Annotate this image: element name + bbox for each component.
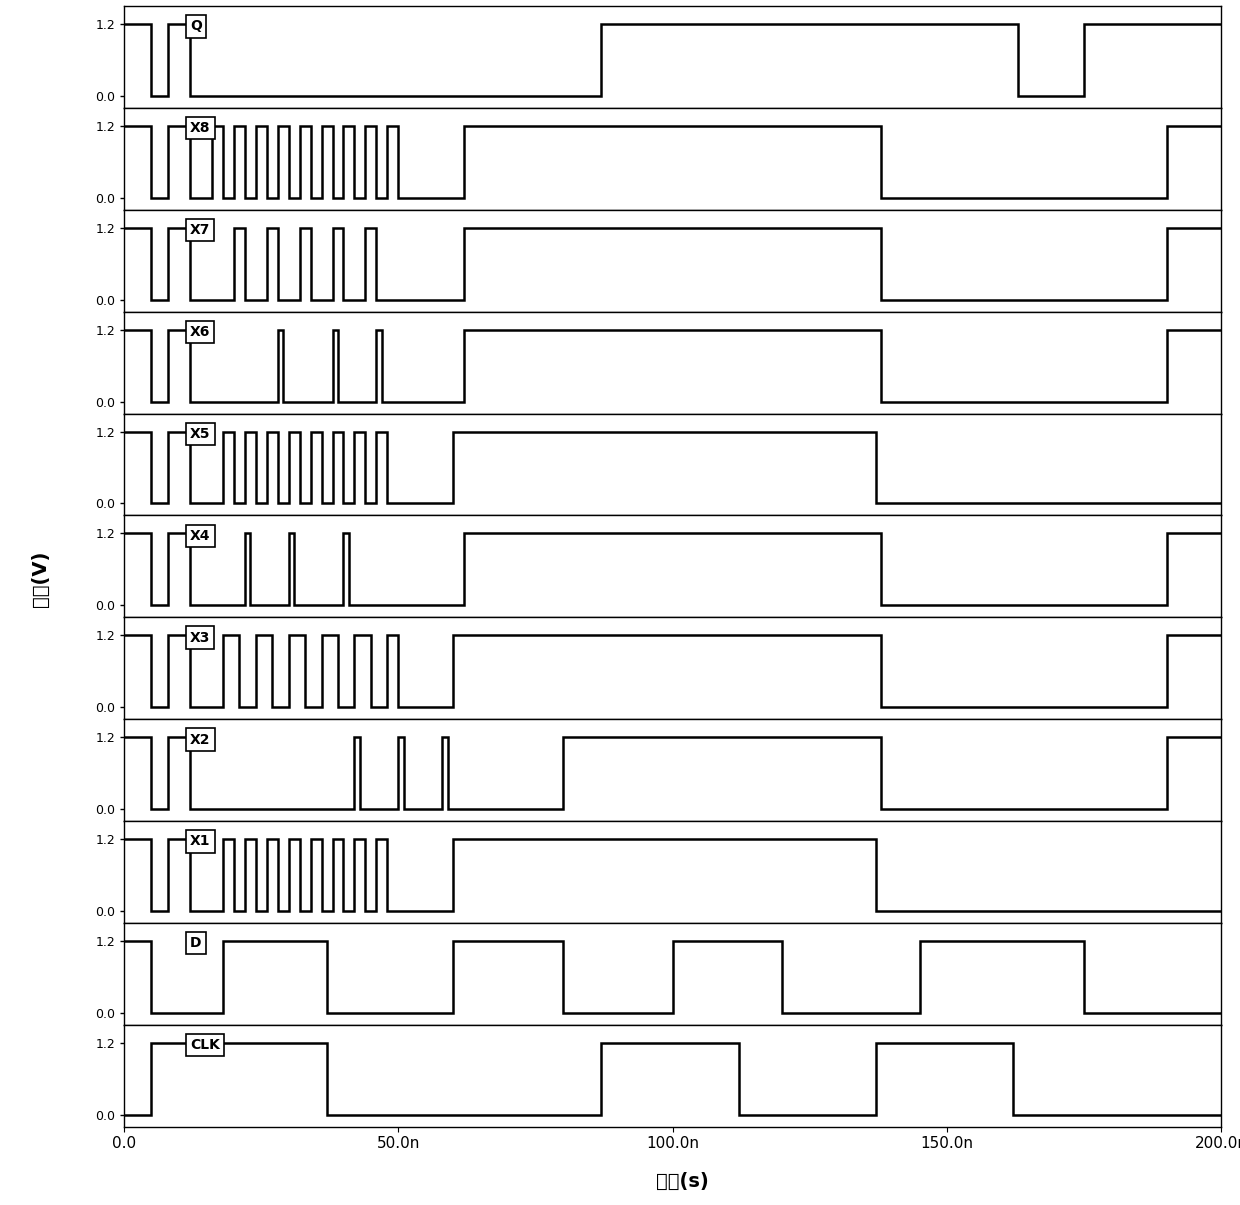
Text: X3: X3	[190, 630, 211, 645]
Text: X6: X6	[190, 325, 211, 339]
Text: X4: X4	[190, 529, 211, 542]
Text: 电压(V): 电压(V)	[31, 551, 50, 606]
Text: X8: X8	[190, 122, 211, 135]
Text: Q: Q	[190, 19, 202, 34]
Text: D: D	[190, 936, 201, 951]
Text: X1: X1	[190, 834, 211, 848]
Text: X2: X2	[190, 733, 211, 747]
Text: X5: X5	[190, 427, 211, 441]
Text: 时间(s): 时间(s)	[656, 1172, 708, 1191]
Text: X7: X7	[190, 223, 211, 237]
Text: CLK: CLK	[190, 1039, 219, 1052]
